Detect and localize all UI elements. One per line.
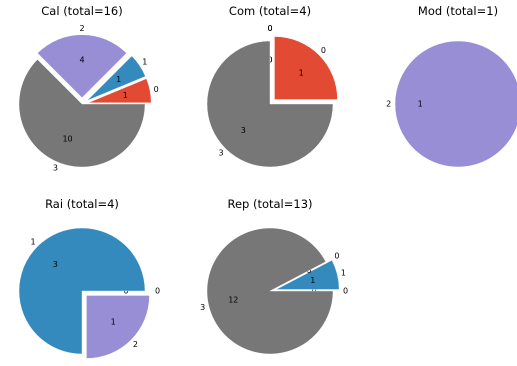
pie-slice-rep-1: [276, 259, 340, 290]
pie-title-mod: Mod (total=1): [418, 4, 498, 18]
pie-slice-rai-2: [86, 295, 150, 359]
slice-value-rep-3: 12: [228, 296, 238, 305]
slice-value-com-0: 1: [299, 68, 304, 77]
slice-label-mod-2: 2: [386, 100, 391, 109]
slice-label-com-3: 3: [218, 149, 223, 158]
slice-label-rep-1: 1: [341, 268, 346, 277]
slice-label-cal-2: 2: [79, 24, 84, 33]
slice-label-com-1: 0: [267, 24, 272, 33]
pie-rai: Rai (total=4)003112: [18, 197, 160, 359]
slice-value-cal-1: 1: [116, 75, 121, 84]
slice-value-rai-2: 1: [111, 318, 116, 327]
slice-value-rai-1: 3: [53, 260, 58, 269]
pie-rep: Rep (total=13)001100123: [200, 197, 348, 355]
slice-label-cal-0: 0: [154, 85, 159, 94]
slice-value-cal-0: 1: [123, 91, 128, 100]
slice-label-rep-3: 3: [200, 303, 205, 312]
slice-value-cal-2: 4: [79, 55, 84, 64]
slice-label-rep-2: 0: [334, 251, 339, 260]
pie-slice-cal-2: [37, 34, 127, 98]
slice-label-rep-0: 0: [343, 287, 348, 296]
pie-title-cal: Cal (total=16): [41, 4, 122, 18]
slice-label-com-2: 0: [267, 24, 272, 33]
slice-label-rai-1: 1: [30, 237, 35, 246]
slice-label-cal-1: 1: [142, 57, 147, 66]
pie-slice-com-0: [274, 36, 338, 100]
pie-title-com: Com (total=4): [229, 4, 311, 18]
slice-label-rai-2: 2: [133, 340, 138, 349]
pie-title-rai: Rai (total=4): [45, 197, 119, 211]
pie-slice-cal-1: [87, 55, 146, 101]
pie-slice-rai-1: [18, 227, 146, 355]
pie-com: Com (total=4)10000033: [206, 4, 338, 168]
pie-slice-com-3: [206, 40, 334, 168]
slice-value-mod-2: 1: [418, 100, 423, 109]
pie-mod: Mod (total=1)000012: [386, 4, 517, 168]
pie-slice-cal-3: [18, 59, 146, 168]
slice-value-com-3: 3: [241, 126, 246, 135]
pie-slice-cal-0: [88, 78, 152, 103]
pie-slice-rep-3: [206, 227, 334, 355]
slice-value-cal-3: 10: [62, 134, 72, 143]
slice-value-rep-1: 1: [310, 276, 315, 285]
slice-label-rai-0: 0: [155, 287, 160, 296]
slice-label-cal-3: 3: [53, 164, 58, 173]
pie-slice-mod-2: [394, 40, 517, 168]
pie-title-rep: Rep (total=13): [227, 197, 312, 211]
slice-label-com-0: 0: [321, 46, 326, 55]
